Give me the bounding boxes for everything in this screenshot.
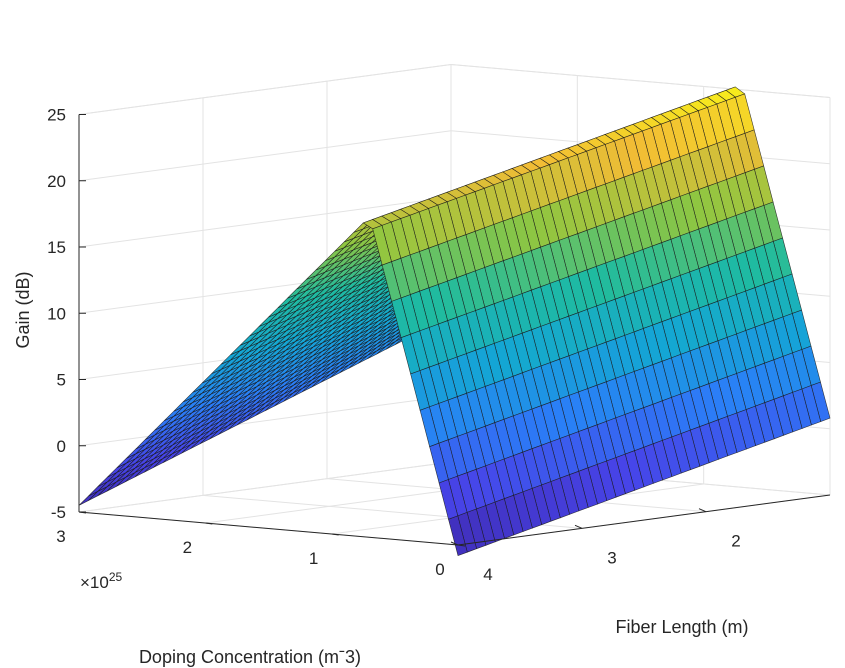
y-axis-exponent: ×1025 bbox=[80, 570, 123, 592]
z-tick-label: 0 bbox=[57, 437, 66, 456]
gain-surface bbox=[78, 86, 831, 556]
z-tick-label: 15 bbox=[47, 238, 66, 257]
y-axis-label: Doping Concentration (mˉ3) bbox=[139, 647, 361, 667]
z-tick-label: 5 bbox=[57, 371, 66, 390]
y-tick-label: 3 bbox=[56, 527, 65, 546]
y-tick-label: 0 bbox=[435, 560, 444, 579]
x-tick-mark bbox=[450, 541, 459, 546]
z-axis-label: Gain (dB) bbox=[13, 271, 33, 348]
x-tick-mark bbox=[574, 524, 583, 529]
y-tick-labels: 0 1 2 3 bbox=[56, 511, 466, 579]
z-tick-label: 20 bbox=[47, 172, 66, 191]
x-tick-label: 3 bbox=[607, 548, 616, 567]
y-tick-mark bbox=[331, 533, 339, 536]
floor-grid-y bbox=[78, 461, 452, 513]
x-tick-labels: 2 3 4 bbox=[450, 508, 741, 584]
z-tick-labels: -5 0 5 10 15 20 25 bbox=[47, 106, 86, 522]
x-axis-line bbox=[457, 494, 831, 546]
y-exponent-power: 25 bbox=[109, 570, 123, 584]
x-tick-label: 2 bbox=[731, 532, 740, 551]
y-tick-mark bbox=[457, 544, 466, 547]
y-tick-label: 2 bbox=[183, 538, 192, 557]
z-tick-label: -5 bbox=[51, 503, 66, 522]
z-tick-label: 25 bbox=[47, 106, 66, 125]
y-tick-mark bbox=[78, 511, 87, 514]
y-exponent-base: ×10 bbox=[80, 573, 109, 592]
y-tick-label: 1 bbox=[309, 549, 318, 568]
x-axis-label: Fiber Length (m) bbox=[615, 617, 748, 637]
y-axis-line bbox=[78, 511, 459, 546]
z-tick-label: 10 bbox=[47, 304, 66, 323]
x-tick-mark bbox=[698, 508, 707, 513]
y-tick-mark bbox=[205, 522, 213, 525]
surface-patch bbox=[78, 491, 99, 506]
x-tick-label: 4 bbox=[483, 565, 492, 584]
